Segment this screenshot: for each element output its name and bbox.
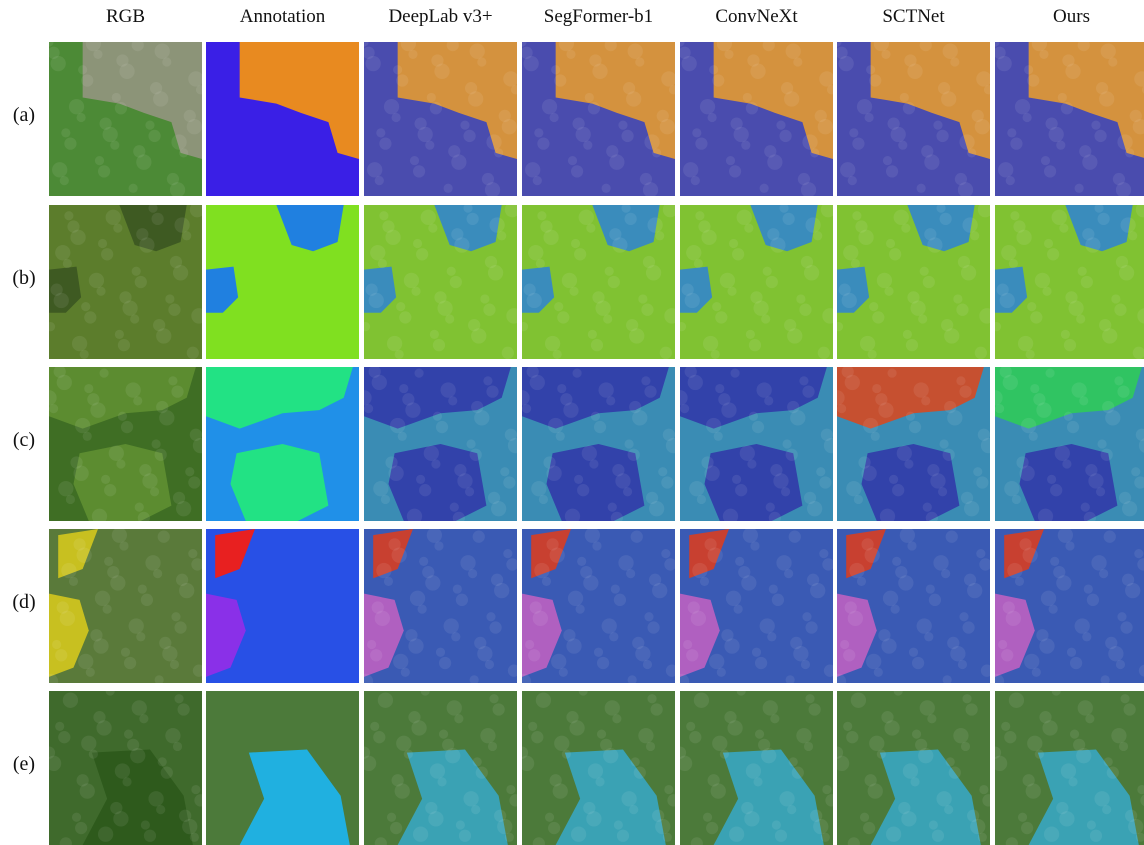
result-image — [364, 691, 517, 845]
result-image — [364, 529, 517, 683]
result-image — [206, 367, 359, 521]
result-image — [522, 205, 675, 359]
result-image — [522, 42, 675, 196]
result-image — [680, 691, 833, 845]
result-image — [680, 42, 833, 196]
result-image — [995, 529, 1144, 683]
row-label: (d) — [0, 591, 48, 614]
result-image — [522, 691, 675, 845]
result-image — [364, 42, 517, 196]
result-image — [995, 205, 1144, 359]
result-image — [206, 691, 359, 845]
result-image — [837, 367, 990, 521]
result-image — [995, 42, 1144, 196]
result-image — [206, 42, 359, 196]
result-image — [680, 205, 833, 359]
result-image — [364, 205, 517, 359]
result-image — [837, 205, 990, 359]
result-image — [206, 529, 359, 683]
column-header: DeepLab v3+ — [364, 6, 517, 28]
result-image — [206, 205, 359, 359]
result-image — [49, 691, 202, 845]
figure: RGBAnnotationDeepLab v3+SegFormer-b1Conv… — [0, 0, 1144, 845]
row-label: (e) — [0, 753, 48, 776]
result-image — [49, 367, 202, 521]
result-image — [364, 367, 517, 521]
column-header: ConvNeXt — [680, 6, 833, 28]
result-image — [49, 529, 202, 683]
result-image — [995, 691, 1144, 845]
result-image — [837, 42, 990, 196]
row-label: (b) — [0, 267, 48, 290]
result-image — [49, 205, 202, 359]
row-label: (a) — [0, 104, 48, 127]
result-image — [522, 529, 675, 683]
column-header: RGB — [49, 6, 202, 28]
result-image — [680, 529, 833, 683]
result-image — [837, 691, 990, 845]
column-header: SegFormer-b1 — [522, 6, 675, 28]
column-header: SCTNet — [837, 6, 990, 28]
result-image — [522, 367, 675, 521]
result-image — [837, 529, 990, 683]
result-image — [680, 367, 833, 521]
result-image — [49, 42, 202, 196]
column-header: Annotation — [206, 6, 359, 28]
result-image — [995, 367, 1144, 521]
column-header: Ours — [995, 6, 1144, 28]
row-label: (c) — [0, 429, 48, 452]
